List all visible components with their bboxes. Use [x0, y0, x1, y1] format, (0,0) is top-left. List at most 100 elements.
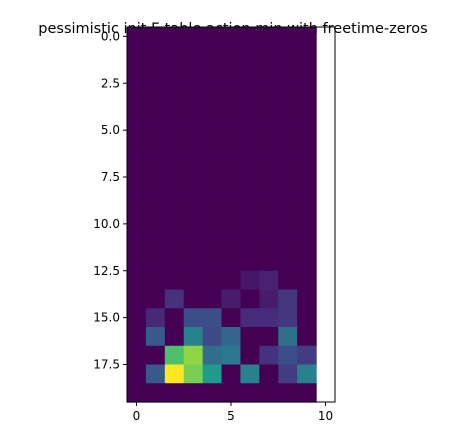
heatmap-cell-r7-c6	[240, 158, 260, 178]
heatmap-cell-r13-c5	[221, 270, 242, 291]
heatmap-cell-r7-c3	[183, 158, 204, 178]
heatmap-cell-r13-c8	[278, 270, 298, 291]
heatmap-cell-r4-c4	[202, 102, 223, 122]
heatmap-cell-r6-c0	[127, 139, 147, 159]
heatmap-cell-r11-c2	[164, 233, 185, 253]
heatmap-cell-r18-c2	[164, 364, 185, 384]
heatmap-cell-r11-c6	[240, 233, 260, 253]
heatmap-cell-r0-c2	[164, 27, 185, 47]
heatmap-cell-r12-c6	[240, 252, 260, 272]
y-tick-label: 12.5	[93, 264, 120, 278]
heatmap-cell-r16-c0	[127, 327, 147, 347]
heatmap-cell-r15-c1	[145, 308, 166, 328]
heatmap-cell-r19-c2	[164, 383, 185, 403]
y-tick-label: 2.5	[101, 76, 120, 90]
heatmap-cell-r5-c3	[183, 120, 204, 141]
heatmap-cell-r14-c6	[240, 289, 260, 309]
heatmap-cell-r1-c9	[297, 45, 317, 66]
heatmap-cell-r16-c9	[297, 327, 317, 347]
heatmap-cell-r19-c4	[202, 383, 223, 403]
heatmap-cell-r5-c8	[278, 120, 298, 141]
heatmap-cell-r14-c7	[259, 289, 279, 309]
heatmap-cell-r0-c1	[145, 27, 166, 47]
heatmap-cell-r10-c8	[278, 214, 298, 234]
y-tick-label: 10.0	[93, 217, 120, 231]
heatmap-cell-r15-c9	[297, 308, 317, 328]
heatmap-cell-r16-c5	[221, 327, 242, 347]
heatmap-cell-r12-c7	[259, 252, 279, 272]
heatmap-cell-r4-c7	[259, 102, 279, 122]
heatmap-cell-r18-c8	[278, 364, 298, 384]
heatmap-cell-r11-c3	[183, 233, 204, 253]
heatmap-cell-r18-c4	[202, 364, 223, 384]
y-tick-label: 5.0	[101, 123, 120, 137]
heatmap-cell-r17-c6	[240, 345, 260, 366]
heatmap-cell-r6-c9	[297, 139, 317, 159]
heatmap-cell-r18-c5	[221, 364, 242, 384]
heatmap-cell-r11-c4	[202, 233, 223, 253]
heatmap-cell-r17-c2	[164, 345, 185, 366]
heatmap-cell-r16-c6	[240, 327, 260, 347]
heatmap-cell-r17-c4	[202, 345, 223, 366]
heatmap-cell-r3-c1	[145, 83, 166, 103]
heatmap-cell-r0-c5	[221, 27, 242, 47]
heatmap-cell-r17-c8	[278, 345, 298, 366]
heatmap-cell-r8-c3	[183, 177, 204, 197]
heatmap-cell-r14-c8	[278, 289, 298, 309]
heatmap-cell-r9-c1	[145, 195, 166, 216]
heatmap-cell-r0-c0	[127, 27, 147, 47]
heatmap-cell-r4-c1	[145, 102, 166, 122]
heatmap-cell-r3-c5	[221, 83, 242, 103]
heatmap-cell-r17-c5	[221, 345, 242, 366]
heatmap-cell-r15-c6	[240, 308, 260, 328]
heatmap-cell-r1-c3	[183, 45, 204, 66]
heatmap-cell-r1-c2	[164, 45, 185, 66]
heatmap-cell-r2-c3	[183, 64, 204, 84]
heatmap-cell-r19-c0	[127, 383, 147, 403]
heatmap-cell-r19-c3	[183, 383, 204, 403]
heatmap-cell-r16-c3	[183, 327, 204, 347]
heatmap-cell-r12-c5	[221, 252, 242, 272]
heatmap-cell-r3-c8	[278, 83, 298, 103]
heatmap-cell-r1-c1	[145, 45, 166, 66]
heatmap-cell-r10-c6	[240, 214, 260, 234]
heatmap-cell-r11-c1	[145, 233, 166, 253]
heatmap-cell-r1-c5	[221, 45, 242, 66]
heatmap-cell-r14-c3	[183, 289, 204, 309]
heatmap-cell-r2-c6	[240, 64, 260, 84]
heatmap-cell-r2-c8	[278, 64, 298, 84]
heatmap-cell-r5-c4	[202, 120, 223, 141]
heatmap-cell-r19-c5	[221, 383, 242, 403]
heatmap-cell-r16-c8	[278, 327, 298, 347]
heatmap-cell-r4-c6	[240, 102, 260, 122]
heatmap-cell-r0-c4	[202, 27, 223, 47]
heatmap-cell-r17-c3	[183, 345, 204, 366]
heatmap-cell-r4-c9	[297, 102, 317, 122]
heatmap-cell-r6-c1	[145, 139, 166, 159]
heatmap-cell-r1-c6	[240, 45, 260, 66]
heatmap-cell-r18-c3	[183, 364, 204, 384]
heatmap-cell-r12-c2	[164, 252, 185, 272]
x-tick-label: 0	[133, 409, 141, 423]
x-axis-ticks: 0 5 10	[133, 402, 333, 423]
heatmap-cell-r10-c7	[259, 214, 279, 234]
heatmap-cell-r10-c5	[221, 214, 242, 234]
heatmap-cell-r14-c1	[145, 289, 166, 309]
heatmap-cell-r7-c9	[297, 158, 317, 178]
heatmap-cell-r3-c2	[164, 83, 185, 103]
heatmap-cell-r6-c5	[221, 139, 242, 159]
heatmap-cell-r13-c0	[127, 270, 147, 291]
heatmap-cell-r3-c7	[259, 83, 279, 103]
heatmap-cell-r6-c6	[240, 139, 260, 159]
heatmap-cell-r15-c8	[278, 308, 298, 328]
x-tick-label: 5	[227, 409, 235, 423]
heatmap-cell-r1-c0	[127, 45, 147, 66]
heatmap-cell-r8-c2	[164, 177, 185, 197]
heatmap-cell-r3-c6	[240, 83, 260, 103]
heatmap-cell-r14-c9	[297, 289, 317, 309]
y-tick-label: 17.5	[93, 358, 120, 372]
heatmap-cell-r8-c9	[297, 177, 317, 197]
heatmap-cell-r12-c8	[278, 252, 298, 272]
heatmap-cell-r16-c2	[164, 327, 185, 347]
